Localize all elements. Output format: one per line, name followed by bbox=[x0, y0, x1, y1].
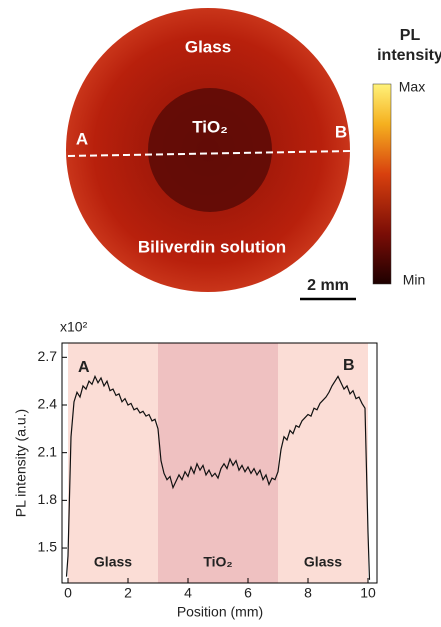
map-label: TiO₂ bbox=[192, 117, 228, 136]
region-label: Glass bbox=[94, 554, 132, 570]
x-tick-label: 10 bbox=[360, 585, 376, 601]
multiplier: x10² bbox=[60, 319, 88, 335]
annotation: A bbox=[78, 359, 90, 376]
map-label: Glass bbox=[185, 37, 231, 56]
region-label: Glass bbox=[304, 554, 342, 570]
profile-line bbox=[67, 150, 353, 157]
region-label: TiO₂ bbox=[203, 554, 232, 570]
map-label: Biliverdin solution bbox=[138, 237, 286, 256]
region bbox=[158, 343, 278, 583]
x-tick-label: 6 bbox=[244, 585, 252, 601]
map-label: B bbox=[335, 122, 347, 141]
y-tick-label: 2.1 bbox=[38, 443, 58, 459]
x-tick-label: 4 bbox=[184, 585, 192, 601]
colorbar-title: intensity bbox=[377, 47, 441, 64]
colorbar bbox=[372, 83, 392, 285]
map-label: A bbox=[76, 129, 88, 148]
annotation: B bbox=[343, 357, 355, 374]
region bbox=[278, 343, 368, 583]
plot-frame bbox=[61, 342, 378, 584]
y-axis-label: PL intensity (a.u.) bbox=[13, 409, 29, 517]
tio2-spot bbox=[148, 88, 272, 212]
y-tick-label: 1.5 bbox=[38, 539, 58, 555]
y-tick-label: 1.8 bbox=[38, 491, 58, 507]
scale-bar-label: 2 mm bbox=[307, 277, 349, 294]
x-tick-label: 8 bbox=[304, 585, 312, 601]
profile-chart: x10² PL intensity (a.u.) Position (mm) A… bbox=[13, 319, 378, 620]
colorbar-title: PL bbox=[400, 27, 421, 44]
y-tick-label: 2.4 bbox=[38, 396, 58, 412]
region bbox=[68, 343, 158, 583]
profile-line bbox=[65, 374, 371, 580]
colorbar-label: Max bbox=[399, 79, 425, 95]
colorbar-label: Min bbox=[403, 272, 426, 288]
x-axis-label: Position (mm) bbox=[177, 604, 263, 620]
x-tick-label: 2 bbox=[124, 585, 132, 601]
y-tick-label: 2.7 bbox=[38, 348, 58, 364]
x-tick-label: 0 bbox=[64, 585, 72, 601]
pl-map: Glass TiO₂ A B Biliverdin solution PL in… bbox=[66, 8, 441, 301]
